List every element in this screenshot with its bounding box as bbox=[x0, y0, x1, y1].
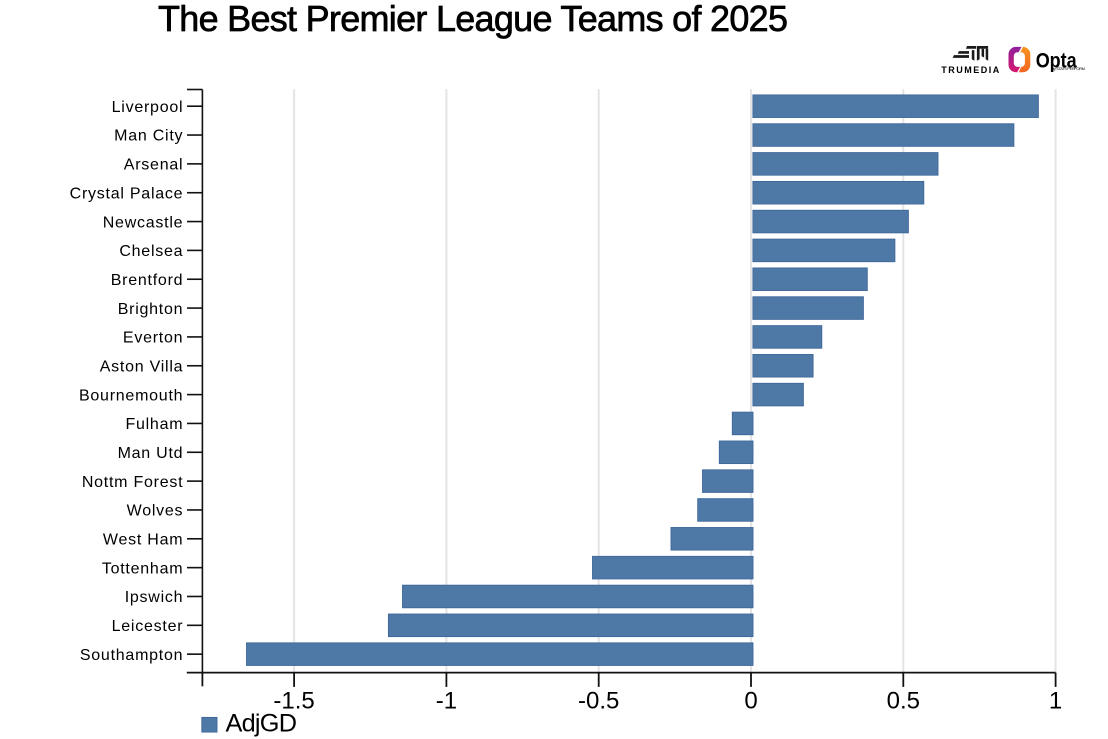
svg-text:Man City: Man City bbox=[114, 128, 183, 145]
svg-text:Man Utd: Man Utd bbox=[118, 445, 184, 462]
svg-text:Southampton: Southampton bbox=[80, 647, 183, 664]
svg-text:Arsenal: Arsenal bbox=[124, 157, 184, 174]
svg-text:Fulham: Fulham bbox=[125, 416, 183, 433]
svg-text:West Ham: West Ham bbox=[103, 532, 183, 549]
svg-text:1: 1 bbox=[1049, 688, 1062, 715]
svg-text:Chelsea: Chelsea bbox=[119, 243, 183, 260]
svg-text:Brighton: Brighton bbox=[118, 301, 184, 318]
svg-text:-1: -1 bbox=[436, 688, 457, 715]
svg-text:-1.5: -1.5 bbox=[273, 688, 314, 715]
svg-text:Ipswich: Ipswich bbox=[125, 589, 184, 606]
svg-text:Opta: Opta bbox=[1036, 50, 1077, 73]
svg-text:Everton: Everton bbox=[123, 330, 183, 347]
svg-text:Aston Villa: Aston Villa bbox=[100, 358, 184, 375]
svg-text:Nottm Forest: Nottm Forest bbox=[82, 474, 183, 491]
svg-text:by STATS PERFORM: by STATS PERFORM bbox=[1052, 66, 1085, 71]
svg-text:TRUMEDIA: TRUMEDIA bbox=[941, 65, 1000, 75]
svg-text:The Best Premier League Teams: The Best Premier League Teams of 2025 bbox=[158, 0, 788, 39]
svg-text:Leicester: Leicester bbox=[112, 618, 184, 635]
svg-text:Brentford: Brentford bbox=[111, 272, 184, 289]
svg-text:0.5: 0.5 bbox=[887, 688, 920, 715]
svg-text:Liverpool: Liverpool bbox=[112, 99, 184, 116]
svg-text:Tottenham: Tottenham bbox=[102, 560, 183, 577]
svg-text:AdjGD: AdjGD bbox=[226, 710, 298, 738]
svg-text:Bournemouth: Bournemouth bbox=[79, 387, 183, 404]
svg-text:0: 0 bbox=[744, 688, 757, 715]
svg-text:Newcastle: Newcastle bbox=[103, 214, 184, 231]
svg-text:Wolves: Wolves bbox=[127, 503, 184, 520]
svg-text:Crystal Palace: Crystal Palace bbox=[70, 185, 184, 202]
svg-text:-0.5: -0.5 bbox=[578, 688, 619, 715]
